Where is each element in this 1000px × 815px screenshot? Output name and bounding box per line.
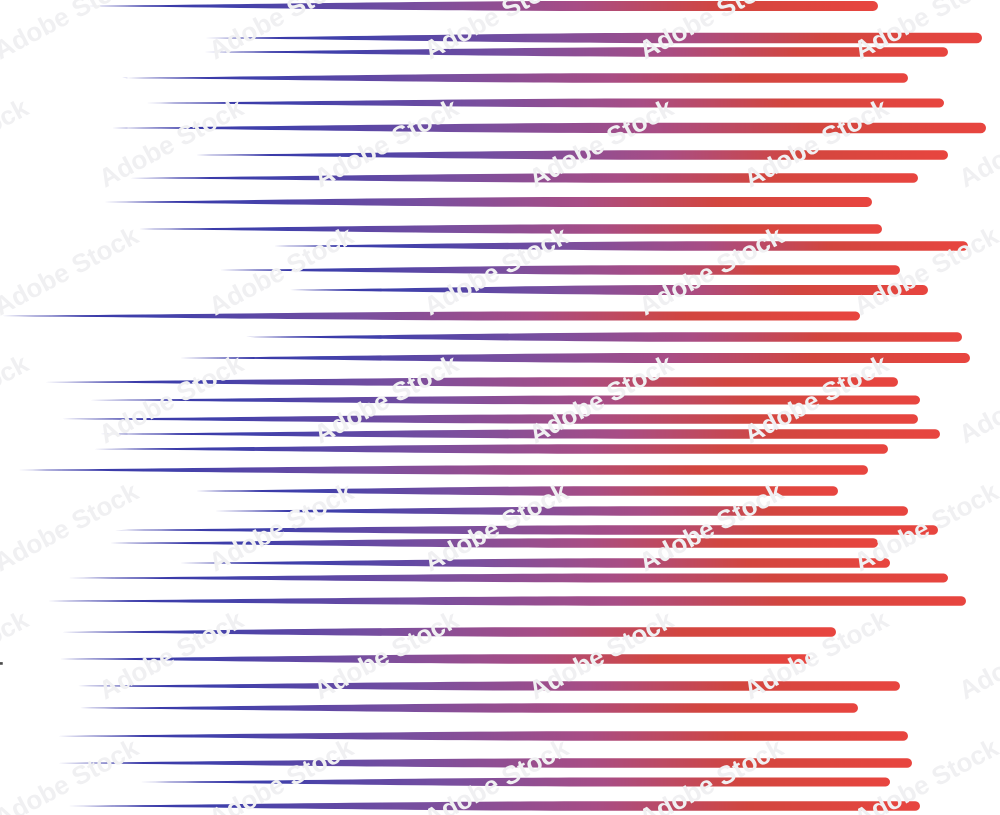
speed-line (18, 465, 868, 475)
speed-line (68, 801, 921, 811)
speed-line (215, 506, 908, 516)
speed-line (146, 98, 945, 108)
speed-line (180, 353, 970, 363)
speed-line (80, 703, 858, 713)
speed-line (2, 311, 860, 321)
speed-line (140, 777, 891, 787)
speed-line (100, 429, 941, 439)
speed-line (90, 395, 920, 405)
speed-line (58, 731, 908, 741)
speed-line (220, 265, 900, 275)
speed-line (62, 627, 836, 637)
speed-line (58, 758, 912, 768)
speed-line (274, 241, 968, 251)
speed-line (62, 414, 918, 424)
lines-group (2, 1, 986, 811)
speed-line (196, 486, 838, 496)
speed-line (110, 538, 878, 548)
speed-line (205, 32, 982, 44)
speed-line (246, 332, 962, 342)
speed-line (139, 224, 883, 234)
speed-line (48, 596, 966, 606)
speed-line (180, 558, 890, 568)
speed-line (94, 444, 888, 454)
speed-line (68, 573, 948, 583)
speed-line (104, 197, 872, 207)
speed-line (88, 1, 878, 11)
speed-line (204, 47, 948, 57)
speed-line (130, 173, 918, 183)
speed-line (122, 73, 908, 83)
speed-line (78, 681, 900, 691)
speed-line (112, 122, 986, 134)
speed-line (115, 525, 938, 535)
speed-line (45, 377, 898, 387)
speed-line (60, 654, 810, 664)
speed-line (290, 285, 928, 295)
speed-line (196, 150, 948, 160)
